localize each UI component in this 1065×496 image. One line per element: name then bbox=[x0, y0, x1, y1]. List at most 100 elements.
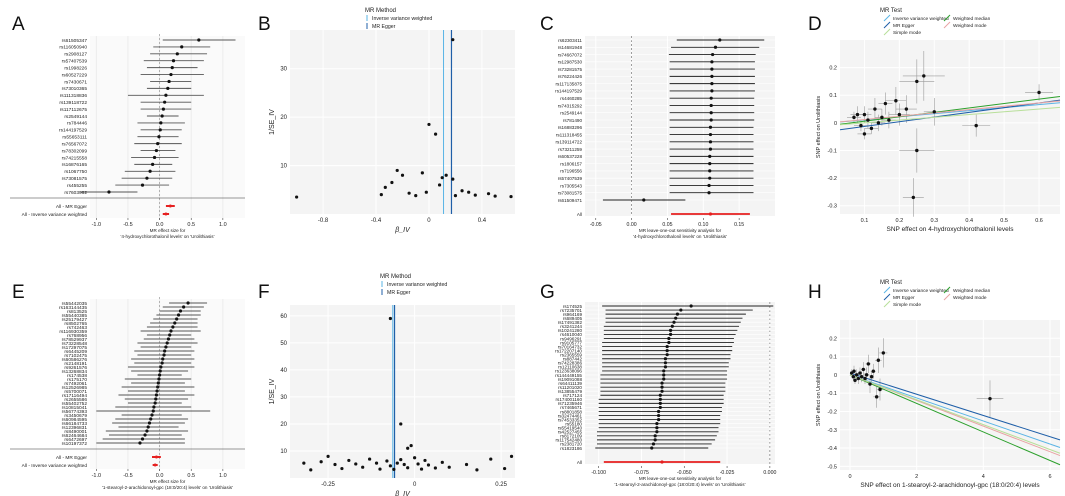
snp-label: rs8801858 bbox=[560, 409, 582, 414]
estimate-point bbox=[143, 433, 147, 437]
estimate-point bbox=[140, 183, 145, 187]
x-tick-label: 0.0 bbox=[156, 473, 164, 479]
snp-label: rs73081575 bbox=[62, 176, 88, 182]
snp-point bbox=[869, 375, 874, 379]
all-label: All bbox=[577, 460, 582, 465]
estimate-point bbox=[650, 446, 654, 450]
x-tick-label: -0.025 bbox=[720, 470, 735, 476]
snp-point bbox=[433, 466, 437, 470]
snp-point bbox=[378, 467, 382, 471]
snp-label: rs1823186 bbox=[560, 446, 582, 451]
snp-label: rs7305543 bbox=[560, 183, 582, 188]
snp-point bbox=[374, 461, 379, 465]
snp-point bbox=[878, 387, 882, 392]
snp-label: rs9105777 bbox=[560, 340, 582, 345]
snp-point bbox=[407, 191, 411, 195]
panel-letter: E bbox=[12, 282, 25, 303]
fit-line-egger bbox=[849, 372, 1061, 441]
estimate-point bbox=[667, 336, 671, 341]
summary-label: All - MR Egger bbox=[56, 455, 88, 461]
snp-label: rs3241244 bbox=[560, 324, 582, 329]
estimate-point bbox=[653, 434, 657, 438]
legend-label: MR Egger bbox=[372, 24, 396, 30]
x-axis-label: SNP effect on 1-stearoyl-2-arachidonoyl-… bbox=[860, 482, 1040, 489]
snp-point bbox=[427, 122, 431, 127]
snp-label: rs74315292 bbox=[558, 103, 583, 108]
x-tick-label: 0.25 bbox=[495, 482, 507, 488]
snp-point bbox=[395, 461, 399, 465]
estimate-point bbox=[163, 349, 167, 353]
x-tick-label: 0 bbox=[413, 482, 417, 488]
legend-label: Inverse variance weighted bbox=[372, 16, 432, 22]
x-tick-label: -0.075 bbox=[634, 470, 649, 476]
x-tick-label: 0.0 bbox=[156, 222, 164, 228]
estimate-point bbox=[668, 332, 673, 336]
snp-label: rs60537228 bbox=[558, 154, 583, 159]
snp-label: rs78302099 bbox=[62, 148, 88, 154]
snp-label: rs7430671 bbox=[64, 79, 87, 85]
estimate-point bbox=[713, 45, 718, 49]
snp-point bbox=[354, 462, 358, 466]
snp-label: rs12396831 bbox=[62, 425, 88, 431]
estimate-point bbox=[159, 365, 163, 369]
legend-label: Weighted mode bbox=[953, 295, 987, 301]
estimate-point bbox=[710, 74, 714, 78]
estimate-point bbox=[653, 438, 657, 442]
snp-label: rs14681948 bbox=[558, 45, 583, 50]
y-tick-label: 30 bbox=[280, 395, 287, 401]
y-tick-label: 0.2 bbox=[829, 336, 837, 342]
estimate-point bbox=[159, 121, 163, 125]
snp-label: rs55440385 bbox=[62, 313, 88, 319]
estimate-point bbox=[162, 353, 166, 357]
snp-label: rs964169 bbox=[563, 312, 583, 317]
estimate-point bbox=[171, 325, 175, 329]
snp-point bbox=[897, 112, 902, 117]
y-tick-label: -0.4 bbox=[828, 446, 837, 452]
fit-line-simple bbox=[839, 106, 1061, 126]
snp-label: rs111318455 bbox=[556, 132, 583, 137]
y-tick-label: 40 bbox=[280, 368, 287, 374]
snp-label: rs2908127 bbox=[64, 52, 87, 58]
snp-label: rs175170 bbox=[67, 377, 87, 383]
x-tick-label: 0.2 bbox=[896, 218, 904, 224]
estimate-point bbox=[166, 86, 170, 90]
estimate-point bbox=[164, 345, 168, 349]
snp-label: rs689405 bbox=[563, 316, 583, 321]
estimate-point bbox=[658, 397, 662, 401]
legend-swatch bbox=[883, 21, 891, 29]
x-tick-label: -0.100 bbox=[591, 470, 606, 476]
estimate-point bbox=[662, 369, 666, 373]
estimate-point bbox=[156, 381, 160, 385]
panel-h: H 0 2 4 6 -0.5 -0.4 -0.3 -0.2 -0.1 0 0.1 0.2 SNP effe… bbox=[808, 280, 1061, 489]
estimate-point bbox=[197, 38, 201, 42]
y-tick-label: -0.3 bbox=[828, 204, 837, 210]
estimate-point bbox=[665, 353, 669, 357]
snp-label: rs10815041 bbox=[62, 405, 88, 411]
snp-label: rs12987530 bbox=[558, 60, 583, 65]
x-axis-label: '4-hydroxychlorothalonil levels' on 'Uro… bbox=[121, 234, 215, 239]
estimate-point bbox=[655, 422, 659, 426]
estimate-point bbox=[148, 169, 152, 173]
fit-line-ivw bbox=[849, 374, 1061, 448]
estimate-point bbox=[672, 320, 676, 324]
legend-swatch bbox=[883, 28, 891, 36]
snp-label: rs12526985 bbox=[62, 385, 88, 391]
panel-letter: G bbox=[540, 282, 555, 303]
snp-point bbox=[467, 190, 471, 194]
estimate-point bbox=[151, 162, 155, 166]
estimate-point bbox=[660, 381, 664, 385]
x-axis-label: MR effect size for bbox=[150, 479, 186, 484]
snp-label: rs8490001 bbox=[64, 429, 87, 435]
snp-label: rs9261576 bbox=[64, 365, 87, 371]
snp-label: rs2365559 bbox=[560, 352, 582, 357]
estimate-point bbox=[657, 418, 661, 422]
snp-label: rs172207140 bbox=[555, 348, 582, 353]
snp-point bbox=[423, 458, 427, 463]
estimate-point bbox=[163, 100, 167, 104]
estimate-point bbox=[157, 135, 161, 139]
snp-label: rs174525 bbox=[563, 304, 583, 309]
estimate-point bbox=[708, 140, 713, 144]
snp-point bbox=[440, 460, 444, 464]
estimate-point bbox=[158, 369, 162, 373]
